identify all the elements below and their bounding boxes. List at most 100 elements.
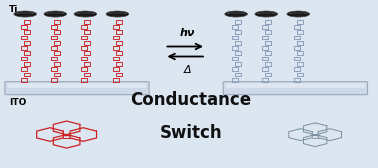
Bar — [232, 46, 238, 50]
Bar — [21, 25, 27, 29]
Bar — [54, 20, 60, 24]
Ellipse shape — [288, 14, 308, 16]
Bar — [294, 78, 300, 82]
Bar — [81, 78, 87, 82]
FancyBboxPatch shape — [8, 83, 146, 88]
Bar — [232, 25, 238, 29]
Bar — [294, 67, 300, 71]
Bar — [297, 20, 303, 24]
Bar — [116, 51, 122, 55]
Bar — [84, 62, 90, 66]
Ellipse shape — [44, 11, 67, 17]
Bar — [54, 73, 60, 76]
Bar — [294, 36, 300, 39]
Bar — [84, 20, 90, 24]
Bar — [116, 73, 122, 76]
Bar — [235, 41, 240, 45]
Bar — [81, 36, 87, 39]
Bar — [54, 62, 60, 66]
Bar — [24, 30, 30, 34]
Bar — [113, 78, 119, 82]
Bar — [235, 30, 240, 34]
Bar — [81, 67, 87, 71]
Text: ITO: ITO — [9, 98, 26, 107]
Bar — [232, 78, 238, 82]
Bar — [24, 20, 30, 24]
Bar — [84, 41, 90, 45]
Bar — [21, 78, 27, 82]
Ellipse shape — [74, 11, 97, 17]
Bar — [262, 36, 268, 39]
Bar — [21, 57, 27, 60]
Bar — [294, 46, 300, 50]
Bar — [51, 67, 57, 71]
Ellipse shape — [76, 12, 94, 15]
Text: Switch: Switch — [160, 124, 222, 142]
Ellipse shape — [45, 14, 65, 16]
Bar — [262, 57, 268, 60]
Bar — [297, 41, 303, 45]
Text: Δ: Δ — [183, 65, 191, 75]
FancyBboxPatch shape — [223, 82, 367, 95]
Bar — [297, 51, 303, 55]
Bar — [232, 57, 238, 60]
Bar — [265, 51, 271, 55]
Ellipse shape — [14, 11, 36, 17]
Ellipse shape — [255, 11, 277, 17]
Bar — [116, 20, 122, 24]
Ellipse shape — [256, 14, 276, 16]
Bar — [297, 30, 303, 34]
Ellipse shape — [16, 12, 34, 15]
Bar — [24, 51, 30, 55]
Text: Conductance: Conductance — [130, 91, 251, 109]
Bar — [116, 30, 122, 34]
Ellipse shape — [75, 14, 96, 16]
Bar — [113, 25, 119, 29]
Bar — [81, 57, 87, 60]
Bar — [51, 36, 57, 39]
Text: hν: hν — [180, 28, 195, 38]
Bar — [21, 46, 27, 50]
Bar — [294, 57, 300, 60]
Bar — [84, 51, 90, 55]
Bar — [113, 46, 119, 50]
Bar — [265, 73, 271, 76]
Bar — [51, 57, 57, 60]
Bar — [84, 30, 90, 34]
Bar — [21, 36, 27, 39]
Bar — [262, 46, 268, 50]
Bar — [265, 30, 271, 34]
Bar — [265, 20, 271, 24]
Bar — [54, 41, 60, 45]
Bar — [235, 20, 240, 24]
Bar — [116, 62, 122, 66]
Ellipse shape — [46, 12, 64, 15]
Bar — [113, 67, 119, 71]
Bar — [294, 25, 300, 29]
Bar — [235, 62, 240, 66]
Bar — [24, 62, 30, 66]
Bar — [116, 41, 122, 45]
Text: Ti: Ti — [9, 5, 19, 14]
Bar — [262, 67, 268, 71]
FancyBboxPatch shape — [226, 83, 365, 88]
Bar — [235, 51, 240, 55]
Bar — [297, 73, 303, 76]
Bar — [24, 73, 30, 76]
Ellipse shape — [15, 14, 35, 16]
Bar — [262, 78, 268, 82]
Bar — [84, 73, 90, 76]
Bar — [232, 36, 238, 39]
Bar — [51, 78, 57, 82]
Ellipse shape — [226, 14, 246, 16]
Bar — [54, 30, 60, 34]
Bar — [21, 67, 27, 71]
Bar — [81, 25, 87, 29]
FancyBboxPatch shape — [5, 82, 149, 95]
Bar — [51, 25, 57, 29]
Bar — [54, 51, 60, 55]
Ellipse shape — [106, 11, 129, 17]
Ellipse shape — [107, 14, 128, 16]
Ellipse shape — [257, 12, 275, 15]
Ellipse shape — [287, 11, 310, 17]
